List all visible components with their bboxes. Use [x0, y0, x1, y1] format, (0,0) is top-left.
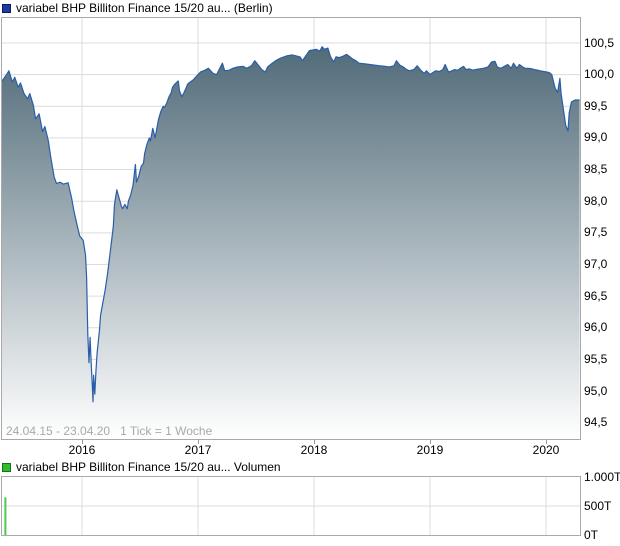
x-axis-tick: [546, 440, 547, 444]
price-y-axis-label: 96,5: [584, 288, 608, 303]
price-y-axis-label: 100,5: [584, 35, 615, 50]
volume-y-axis-label: 500T: [584, 498, 612, 513]
price-y-axis-label: 95,5: [584, 351, 608, 366]
x-axis-tick: [82, 440, 83, 444]
price-legend-marker: [2, 3, 11, 13]
volume-y-axis-label: 0T: [584, 527, 599, 542]
price-y-axis-label: 98,5: [584, 162, 608, 177]
price-legend: variabel BHP Billiton Finance 15/20 au..…: [2, 1, 273, 15]
x-axis-tick: [430, 440, 431, 444]
price-y-axis-label: 97,0: [584, 256, 608, 271]
x-axis-year-label: 2016: [68, 443, 96, 457]
price-chart-plot: [1, 17, 581, 440]
volume-bar: [4, 497, 7, 535]
price-y-axis-label: 99,0: [584, 130, 608, 145]
x-axis-year-label: 2018: [300, 443, 328, 457]
price-y-axis-label: 98,0: [584, 193, 608, 208]
x-axis-tick: [314, 440, 315, 444]
price-y-axis-label: 97,5: [584, 225, 608, 240]
x-axis-year-label: 2017: [184, 443, 212, 457]
x-axis-year-label: 2020: [532, 443, 560, 457]
price-y-axis-label: 95,0: [584, 383, 608, 398]
price-area-series: [2, 18, 580, 439]
price-y-axis-label: 100,0: [584, 67, 615, 82]
volume-legend: variabel BHP Billiton Finance 15/20 au..…: [2, 460, 281, 474]
volume-y-axis-label: 1.000T: [584, 469, 620, 484]
price-y-axis-label: 99,5: [584, 98, 608, 113]
price-y-axis-label: 94,5: [584, 415, 608, 430]
volume-chart-plot: [1, 476, 581, 536]
x-axis-year-label: 2019: [416, 443, 444, 457]
volume-legend-label: variabel BHP Billiton Finance 15/20 au..…: [16, 460, 281, 474]
date-range-label: 24.04.15 - 23.04.20 1 Tick = 1 Woche: [6, 424, 213, 438]
x-axis-tick: [198, 440, 199, 444]
price-y-axis-label: 96,0: [584, 320, 608, 335]
volume-legend-marker: [2, 462, 11, 472]
volume-bar-series: [2, 477, 580, 535]
price-legend-label: variabel BHP Billiton Finance 15/20 au..…: [16, 1, 273, 15]
